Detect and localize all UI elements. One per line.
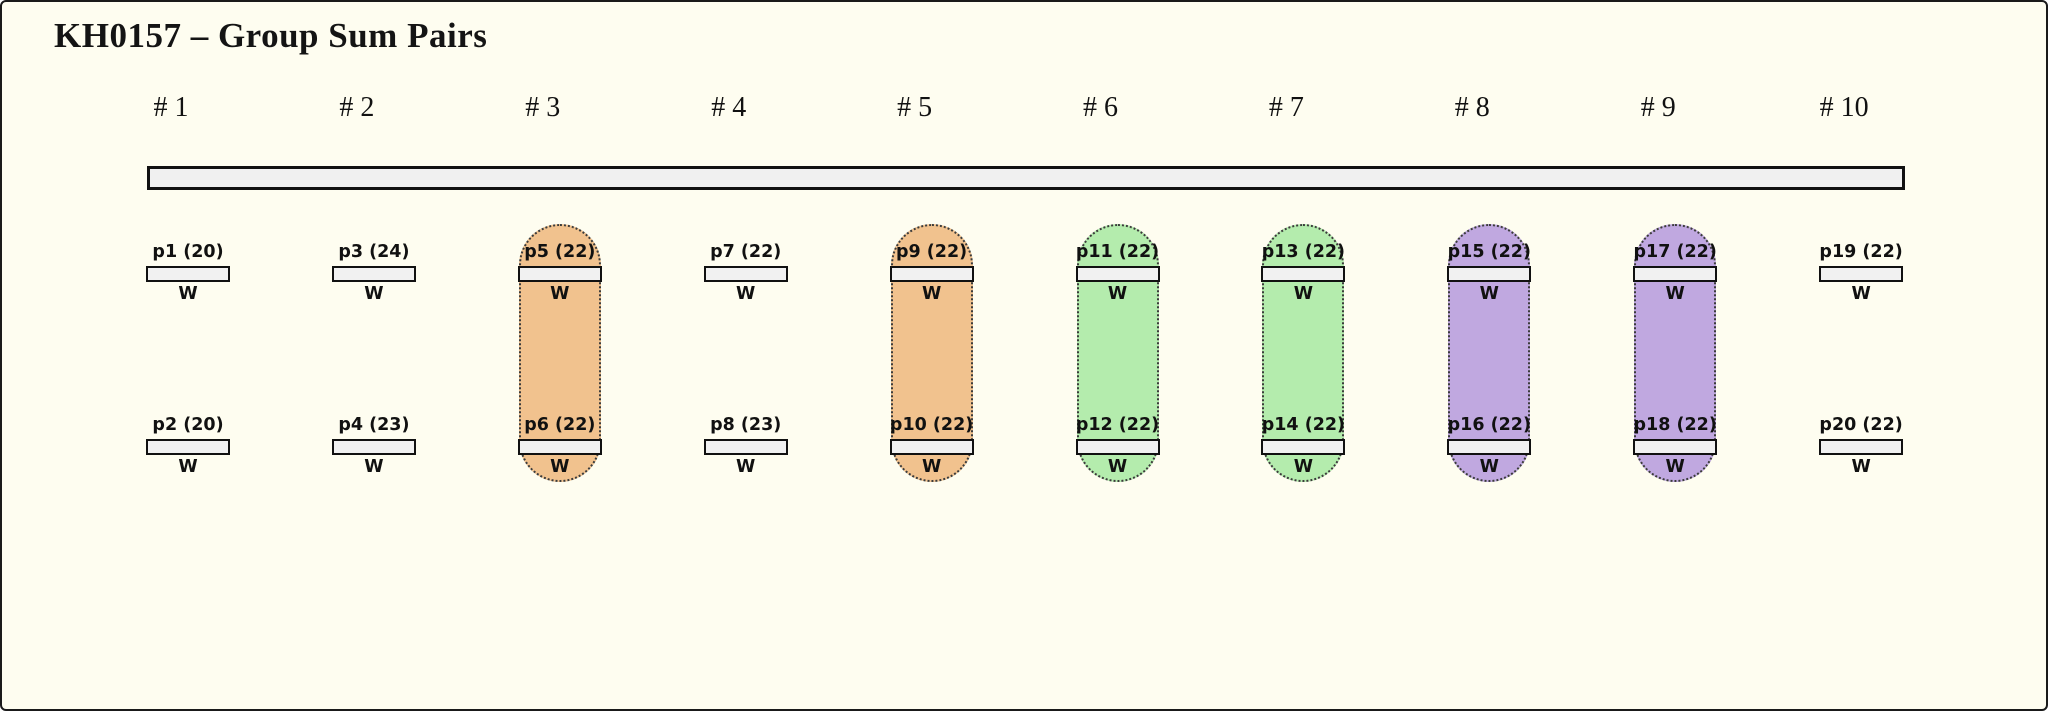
w-label: W xyxy=(1107,457,1128,477)
column-header: # 10 xyxy=(1819,92,1869,123)
w-label: W xyxy=(1851,284,1871,304)
w-label: W xyxy=(921,457,942,477)
column-header: # 4 xyxy=(711,92,747,123)
pair-label: p10 (22) xyxy=(889,415,974,435)
pair-label: p14 (22) xyxy=(1261,415,1346,435)
pair-bar xyxy=(331,266,416,282)
w-label: W xyxy=(364,457,384,477)
column-header: # 5 xyxy=(897,92,933,123)
pair-label: p6 (22) xyxy=(524,415,596,435)
pair-label: p7 (22) xyxy=(710,242,782,262)
page-title: KH0157 – Group Sum Pairs xyxy=(54,16,488,55)
pair-bar xyxy=(1633,439,1718,455)
pair-label: p5 (22) xyxy=(524,242,596,262)
w-label: W xyxy=(550,284,570,304)
pair-label: p3 (24) xyxy=(338,242,410,262)
pair-bar xyxy=(1447,439,1532,455)
pair-label: p16 (22) xyxy=(1447,415,1531,435)
column-header: # 9 xyxy=(1640,92,1676,123)
pair-bar xyxy=(1261,266,1346,282)
pair-label: p11 (22) xyxy=(1075,242,1160,262)
w-label: W xyxy=(1479,457,1499,477)
pair-label: p18 (22) xyxy=(1633,415,1717,435)
pair-label: p8 (23) xyxy=(710,415,782,435)
pair-label: p9 (22) xyxy=(896,242,968,262)
pair-bar xyxy=(146,439,230,455)
w-label: W xyxy=(921,284,942,304)
column-header: # 6 xyxy=(1083,92,1118,123)
pair-label: p13 (22) xyxy=(1261,242,1346,262)
w-label: W xyxy=(1665,457,1685,477)
w-label: W xyxy=(364,284,384,304)
pair-bar xyxy=(331,439,416,455)
pair-bar xyxy=(1819,439,1904,455)
w-label: W xyxy=(736,457,756,477)
pair-bar xyxy=(1447,266,1532,282)
pair-bar xyxy=(703,439,788,455)
w-label: W xyxy=(178,284,198,304)
pair-label: p19 (22) xyxy=(1819,242,1903,262)
w-label: W xyxy=(1293,457,1314,477)
pair-bar xyxy=(1633,266,1718,282)
w-label: W xyxy=(1107,284,1128,304)
column-header: # 7 xyxy=(1268,92,1304,123)
w-label: W xyxy=(1479,284,1499,304)
pair-label: p20 (22) xyxy=(1819,415,1903,435)
pair-bar xyxy=(146,266,230,282)
w-label: W xyxy=(736,284,756,304)
pair-label: p1 (20) xyxy=(152,242,224,262)
pair-bar xyxy=(517,439,602,455)
pair-bar xyxy=(1075,266,1160,282)
column-header: # 3 xyxy=(525,92,561,123)
column-header: # 8 xyxy=(1454,92,1490,123)
pair-bar xyxy=(1819,266,1904,282)
pair-label: p15 (22) xyxy=(1447,242,1531,262)
w-label: W xyxy=(1851,457,1871,477)
pair-bar xyxy=(1261,439,1346,455)
pair-bar xyxy=(889,439,974,455)
w-label: W xyxy=(1293,284,1314,304)
w-label: W xyxy=(1665,284,1685,304)
pair-bar xyxy=(1075,439,1160,455)
w-label: W xyxy=(178,457,198,477)
pair-label: p12 (22) xyxy=(1075,415,1160,435)
pair-bar xyxy=(517,266,602,282)
pair-bar xyxy=(889,266,974,282)
pair-bar xyxy=(703,266,788,282)
pair-label: p2 (20) xyxy=(152,415,224,435)
pair-label: p17 (22) xyxy=(1633,242,1717,262)
pair-label: p4 (23) xyxy=(338,415,410,435)
column-header: # 2 xyxy=(339,92,375,123)
column-header: # 1 xyxy=(153,92,189,123)
w-label: W xyxy=(550,457,570,477)
timeline-bar xyxy=(147,166,1905,190)
